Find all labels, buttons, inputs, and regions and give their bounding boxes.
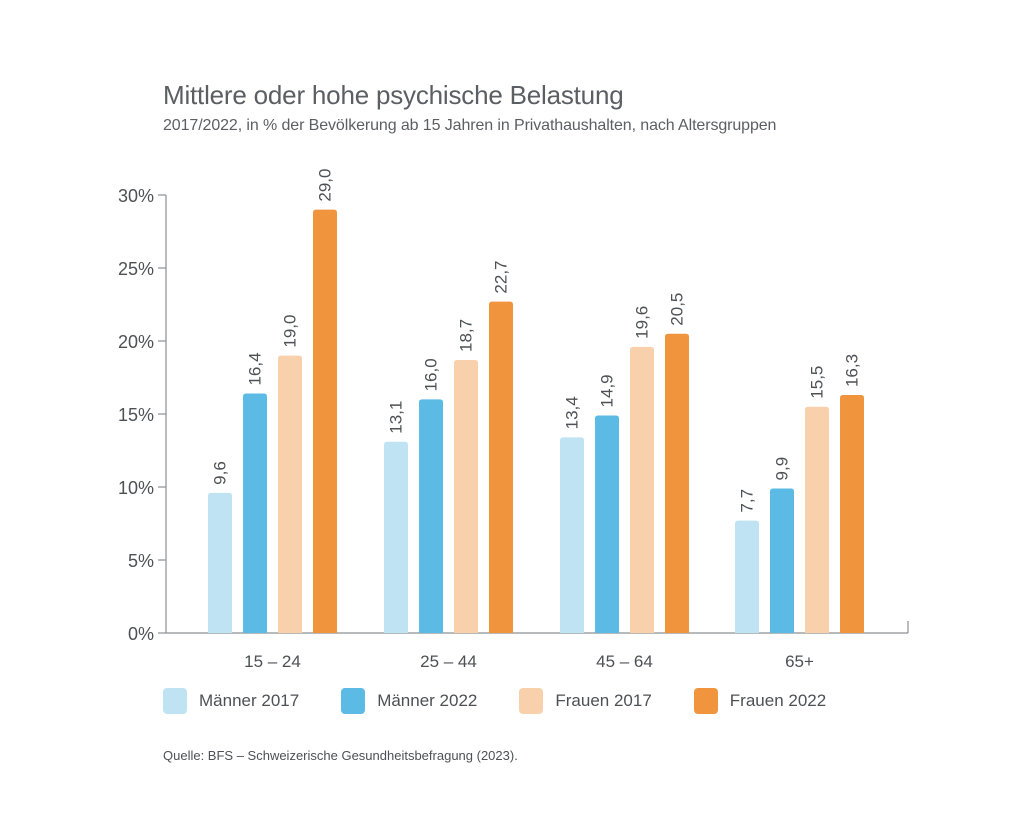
- legend-item: Männer 2017: [163, 688, 299, 714]
- bar-value-label: 9,6: [211, 461, 230, 485]
- y-tick-label: 15%: [118, 405, 154, 425]
- bar-value-label: 9,9: [773, 457, 792, 481]
- bar-value-label: 19,6: [633, 306, 652, 339]
- legend-item: Männer 2022: [341, 688, 477, 714]
- bar-value-label: 7,7: [738, 489, 757, 513]
- bar: [454, 359, 478, 633]
- bar-value-label: 16,3: [843, 354, 862, 387]
- legend-item: Frauen 2022: [693, 688, 827, 714]
- bar: [278, 355, 302, 633]
- bar-value-label: 15,5: [808, 366, 827, 399]
- legend-swatch: [163, 688, 187, 714]
- x-tick-label: 15 – 24: [244, 652, 301, 671]
- bar: [840, 395, 864, 633]
- legend-item: Frauen 2017: [519, 688, 652, 714]
- legend-swatch: [341, 688, 366, 714]
- legend-swatch: [519, 688, 544, 714]
- x-tick-label: 65+: [785, 652, 814, 671]
- bar: [805, 406, 829, 633]
- bar: [243, 393, 267, 633]
- y-tick-label: 0%: [128, 624, 154, 644]
- chart-subtitle: 2017/2022, in % der Bevölkerung ab 15 Ja…: [163, 117, 777, 134]
- bar-value-label: 19,0: [281, 315, 300, 348]
- bar-value-label: 22,7: [492, 260, 511, 293]
- bar-value-label: 16,4: [246, 352, 265, 385]
- bar-value-label: 16,0: [422, 358, 441, 391]
- legend-swatch: [693, 688, 718, 714]
- y-tick-label: 25%: [118, 259, 154, 279]
- bar: [419, 399, 443, 633]
- y-tick-label: 5%: [128, 551, 154, 571]
- bar-value-label: 20,5: [668, 293, 687, 326]
- source-note: Quelle: BFS – Schweizerische Gesundheits…: [163, 748, 518, 763]
- legend-label: Männer 2022: [377, 691, 478, 710]
- bar-value-label: 13,4: [563, 396, 582, 429]
- y-tick-label: 30%: [118, 186, 154, 206]
- bar: [489, 301, 513, 633]
- bar: [770, 488, 794, 633]
- y-tick-label: 10%: [118, 478, 154, 498]
- legend-label: Frauen 2022: [729, 691, 827, 710]
- bar-value-label: 29,0: [316, 169, 335, 202]
- bar: [665, 333, 689, 633]
- bar-value-label: 18,7: [457, 319, 476, 352]
- bar-value-label: 14,9: [598, 374, 617, 407]
- bar: [208, 492, 232, 633]
- bar: [630, 346, 654, 633]
- y-tick-label: 20%: [118, 332, 154, 352]
- x-tick-label: 25 – 44: [420, 652, 477, 671]
- bar: [384, 441, 408, 633]
- bar: [313, 209, 337, 633]
- chart-title: Mittlere oder hohe psychische Belastung: [163, 80, 624, 110]
- bar: [560, 437, 584, 633]
- legend-label: Männer 2017: [199, 691, 300, 710]
- bar: [595, 415, 619, 633]
- x-tick-label: 45 – 64: [596, 652, 653, 671]
- chart-legend: Männer 2017 Männer 2022 Frauen 2017 Frauen …: [163, 688, 826, 714]
- legend-label: Frauen 2017: [555, 691, 652, 710]
- bar: [735, 520, 759, 633]
- bar-value-label: 13,1: [387, 401, 406, 434]
